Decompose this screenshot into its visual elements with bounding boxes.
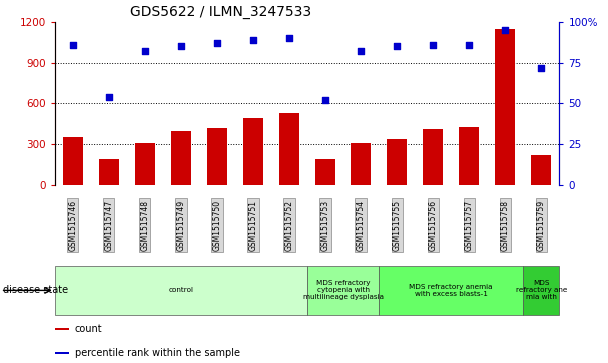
Text: GSM1515747: GSM1515747 [105,200,113,250]
Point [176,44,185,49]
Bar [55,352,69,354]
Text: GSM1515750: GSM1515750 [212,200,221,250]
Point [428,42,438,48]
Text: GSM1515759: GSM1515759 [537,200,546,250]
Text: GSM1515746: GSM1515746 [68,200,77,250]
Point [104,94,114,100]
Bar [379,266,523,315]
Text: GSM1515757: GSM1515757 [465,200,474,250]
Text: GSM1515748: GSM1515748 [140,200,150,250]
Bar [55,328,69,330]
Point [284,35,294,41]
Bar [135,143,155,185]
Text: GDS5622 / ILMN_3247533: GDS5622 / ILMN_3247533 [130,5,311,19]
Text: count: count [75,324,103,334]
Text: GSM1515752: GSM1515752 [285,200,294,250]
Point [68,42,78,48]
Bar [55,266,307,315]
Text: control: control [168,287,193,293]
Bar [315,159,335,185]
Text: MDS
refractory ane
mia with: MDS refractory ane mia with [516,280,567,301]
Bar [243,118,263,185]
Text: disease state: disease state [3,285,68,295]
Point [536,65,546,70]
Point [356,48,366,54]
Text: GSM1515753: GSM1515753 [320,200,330,250]
Bar [523,266,559,315]
Text: GSM1515749: GSM1515749 [176,200,185,250]
Point [465,42,474,48]
Bar [531,155,551,185]
Text: GSM1515754: GSM1515754 [357,200,365,250]
Bar [307,266,379,315]
Point [248,37,258,43]
Point [320,97,330,103]
Bar [171,131,191,185]
Point [500,27,510,33]
Bar [496,29,515,185]
Bar [387,139,407,185]
Text: GSM1515758: GSM1515758 [501,200,510,250]
Text: GSM1515751: GSM1515751 [249,200,257,250]
Text: MDS refractory anemia
with excess blasts-1: MDS refractory anemia with excess blasts… [409,284,493,297]
Text: GSM1515756: GSM1515756 [429,200,438,250]
Bar [423,129,443,185]
Point [212,40,222,46]
Bar [99,159,119,185]
Bar [351,143,371,185]
Text: GSM1515755: GSM1515755 [393,200,402,250]
Bar [459,127,479,185]
Text: MDS refractory
cytopenia with
multilineage dysplasia: MDS refractory cytopenia with multilinea… [303,280,384,301]
Point [140,48,150,54]
Bar [207,128,227,185]
Bar [63,138,83,185]
Point [392,44,402,49]
Bar [279,113,299,185]
Text: percentile rank within the sample: percentile rank within the sample [75,348,240,358]
